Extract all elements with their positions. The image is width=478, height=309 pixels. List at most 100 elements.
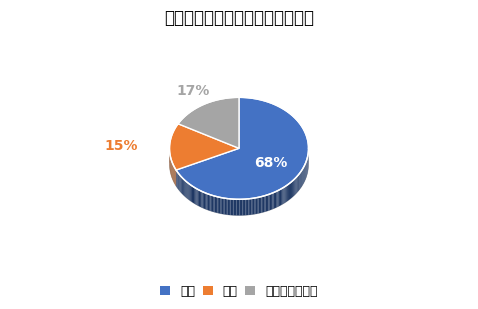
Polygon shape bbox=[223, 198, 225, 214]
Polygon shape bbox=[234, 199, 235, 215]
Polygon shape bbox=[276, 191, 278, 208]
Polygon shape bbox=[213, 196, 215, 212]
Polygon shape bbox=[237, 199, 238, 215]
Polygon shape bbox=[203, 192, 204, 209]
Polygon shape bbox=[301, 170, 302, 188]
Polygon shape bbox=[288, 184, 289, 201]
Polygon shape bbox=[284, 186, 286, 203]
Polygon shape bbox=[201, 191, 203, 208]
Polygon shape bbox=[228, 199, 229, 215]
Polygon shape bbox=[261, 196, 263, 213]
Polygon shape bbox=[282, 188, 283, 205]
Polygon shape bbox=[281, 188, 282, 205]
Polygon shape bbox=[188, 183, 189, 200]
Polygon shape bbox=[298, 174, 299, 191]
Polygon shape bbox=[229, 199, 230, 215]
Polygon shape bbox=[241, 199, 242, 215]
Polygon shape bbox=[181, 177, 182, 194]
Polygon shape bbox=[177, 172, 178, 189]
Polygon shape bbox=[279, 189, 280, 206]
Polygon shape bbox=[215, 196, 216, 213]
Polygon shape bbox=[212, 195, 213, 212]
Polygon shape bbox=[220, 197, 222, 214]
Legend: 満足, 不満, どちらでもない: 満足, 不満, どちらでもない bbox=[155, 280, 323, 303]
Polygon shape bbox=[245, 199, 247, 215]
Polygon shape bbox=[283, 187, 284, 204]
Polygon shape bbox=[192, 186, 193, 203]
Polygon shape bbox=[263, 196, 264, 212]
Polygon shape bbox=[295, 177, 296, 194]
Polygon shape bbox=[296, 176, 297, 193]
Polygon shape bbox=[216, 197, 217, 213]
Polygon shape bbox=[287, 184, 288, 201]
Polygon shape bbox=[235, 199, 237, 215]
Polygon shape bbox=[270, 193, 271, 210]
Polygon shape bbox=[210, 195, 212, 211]
Polygon shape bbox=[291, 181, 292, 198]
Polygon shape bbox=[191, 185, 192, 202]
Polygon shape bbox=[297, 175, 298, 192]
Polygon shape bbox=[179, 174, 180, 191]
Polygon shape bbox=[274, 192, 275, 209]
Polygon shape bbox=[244, 199, 245, 215]
Polygon shape bbox=[182, 178, 183, 195]
Polygon shape bbox=[247, 199, 249, 215]
Polygon shape bbox=[242, 199, 244, 215]
Polygon shape bbox=[256, 197, 257, 214]
Polygon shape bbox=[254, 198, 256, 214]
Text: 17%: 17% bbox=[176, 84, 210, 98]
Polygon shape bbox=[286, 185, 287, 202]
Polygon shape bbox=[299, 173, 300, 190]
Polygon shape bbox=[293, 180, 294, 197]
Polygon shape bbox=[253, 198, 254, 214]
Text: 68%: 68% bbox=[255, 156, 288, 170]
Polygon shape bbox=[289, 183, 290, 200]
Polygon shape bbox=[206, 193, 208, 210]
Text: ハリアーの乗り心地・満足度調査: ハリアーの乗り心地・満足度調査 bbox=[164, 9, 314, 27]
Polygon shape bbox=[272, 193, 274, 209]
Polygon shape bbox=[303, 167, 304, 184]
Polygon shape bbox=[271, 193, 272, 210]
Polygon shape bbox=[176, 170, 177, 187]
Polygon shape bbox=[249, 199, 250, 215]
Polygon shape bbox=[184, 179, 185, 197]
Text: 15%: 15% bbox=[105, 139, 138, 153]
Polygon shape bbox=[197, 189, 199, 206]
Polygon shape bbox=[257, 197, 259, 214]
Polygon shape bbox=[292, 180, 293, 197]
Polygon shape bbox=[199, 190, 200, 207]
Polygon shape bbox=[185, 180, 186, 197]
Polygon shape bbox=[238, 199, 239, 215]
Polygon shape bbox=[187, 182, 188, 199]
Polygon shape bbox=[196, 188, 197, 205]
Polygon shape bbox=[186, 181, 187, 198]
Polygon shape bbox=[250, 198, 251, 215]
Polygon shape bbox=[304, 164, 305, 182]
Polygon shape bbox=[267, 195, 268, 211]
Polygon shape bbox=[180, 176, 181, 193]
Polygon shape bbox=[302, 168, 303, 186]
Polygon shape bbox=[208, 194, 209, 211]
Polygon shape bbox=[260, 197, 261, 213]
Polygon shape bbox=[190, 184, 191, 201]
Polygon shape bbox=[264, 195, 266, 212]
Polygon shape bbox=[205, 193, 206, 210]
Polygon shape bbox=[300, 171, 301, 188]
Polygon shape bbox=[280, 189, 281, 206]
Polygon shape bbox=[225, 198, 226, 215]
Polygon shape bbox=[176, 97, 308, 199]
Polygon shape bbox=[178, 97, 239, 148]
Polygon shape bbox=[170, 124, 239, 170]
Polygon shape bbox=[183, 179, 184, 196]
Polygon shape bbox=[266, 195, 267, 212]
Polygon shape bbox=[219, 197, 220, 214]
Polygon shape bbox=[278, 190, 279, 207]
Polygon shape bbox=[259, 197, 260, 214]
Polygon shape bbox=[226, 198, 228, 215]
Polygon shape bbox=[275, 191, 276, 208]
Polygon shape bbox=[268, 194, 270, 211]
Polygon shape bbox=[251, 198, 253, 215]
Polygon shape bbox=[217, 197, 219, 213]
Polygon shape bbox=[239, 199, 241, 215]
Polygon shape bbox=[222, 198, 223, 214]
